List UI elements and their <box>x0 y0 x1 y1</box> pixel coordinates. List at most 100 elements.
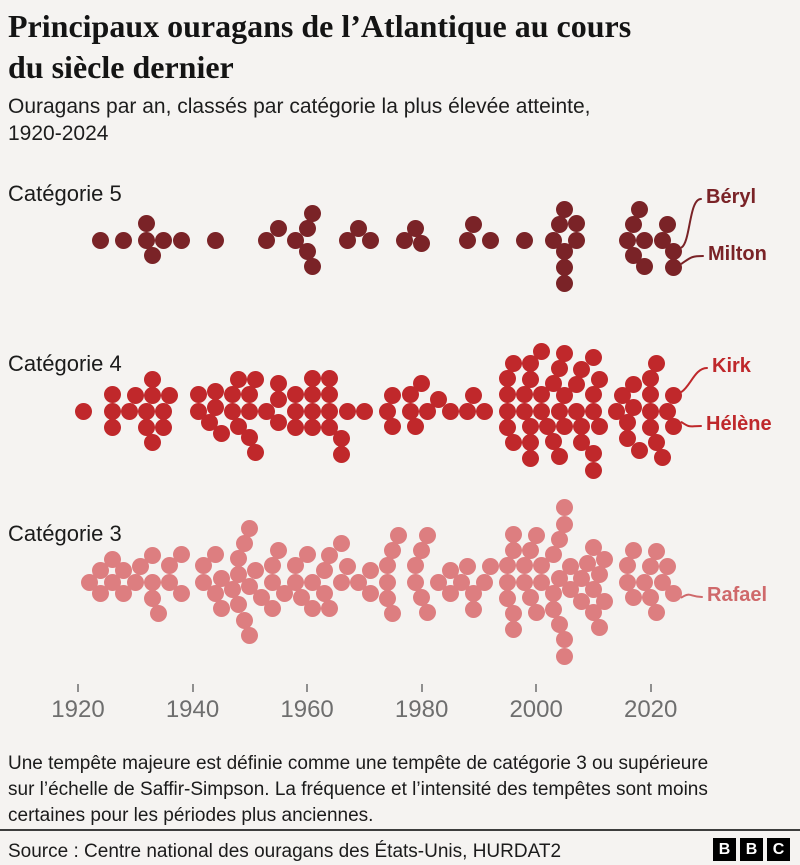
hurricane-dot <box>384 542 402 560</box>
hurricane-dot <box>161 573 179 591</box>
hurricane-dot <box>418 402 436 420</box>
hurricane-dot <box>550 569 568 587</box>
hurricane-dot <box>115 231 133 249</box>
hurricane-dot <box>172 231 190 249</box>
hurricane-dot <box>229 371 247 389</box>
axis-tick <box>306 684 309 692</box>
storm-label-milton: Milton <box>708 243 767 265</box>
hurricane-dot <box>499 573 517 591</box>
hurricane-dot <box>619 231 637 249</box>
hurricane-dot <box>533 573 551 591</box>
hurricane-dot <box>143 573 161 591</box>
hurricane-dot <box>665 259 683 277</box>
axis-tick <box>420 684 423 692</box>
hurricane-dot <box>287 402 305 420</box>
hurricane-dot <box>264 600 282 618</box>
hurricane-dot <box>304 258 322 276</box>
hurricane-dot <box>550 402 568 420</box>
hurricane-dot <box>630 201 648 219</box>
hurricane-dot <box>653 449 671 466</box>
hurricane-dot <box>247 444 265 462</box>
hurricane-dot <box>304 600 322 618</box>
footer-divider <box>0 829 800 831</box>
hurricane-dot <box>241 402 259 420</box>
hurricane-dot <box>562 581 580 599</box>
hurricane-dot <box>533 402 551 420</box>
hurricane-dot <box>567 402 585 420</box>
hurricane-dot <box>264 557 282 575</box>
storm-connector-line <box>680 255 704 265</box>
subtitle-line-2: 1920-2024 <box>8 122 109 145</box>
hurricane-dot <box>149 604 167 622</box>
hurricane-dot <box>155 231 173 249</box>
hurricane-dot <box>338 402 356 420</box>
hurricane-dot <box>321 402 339 420</box>
hurricane-dot <box>521 542 539 560</box>
hurricane-dot <box>556 344 574 362</box>
hurricane-dot <box>155 402 173 420</box>
bbc-logo: B B C <box>713 838 790 861</box>
hurricane-dot <box>143 387 161 405</box>
page-title: Principaux ouragans de l’Atlantique au c… <box>8 6 798 88</box>
hurricane-dot <box>304 418 322 436</box>
hurricane-dot <box>378 557 396 575</box>
hurricane-dot <box>103 386 121 404</box>
hurricane-dot <box>143 371 161 389</box>
hurricane-dot <box>550 216 568 234</box>
hurricane-dot <box>115 562 133 580</box>
hurricane-dot <box>401 386 419 404</box>
hurricane-dot <box>304 386 322 404</box>
hurricane-dot <box>567 215 585 233</box>
hurricane-dot <box>544 545 562 563</box>
hurricane-dot <box>361 584 379 602</box>
hurricane-dot <box>504 604 522 622</box>
storm-label-rafael: Rafael <box>707 584 768 606</box>
hurricane-dot <box>189 386 207 404</box>
hurricane-dot <box>544 601 562 619</box>
hurricane-dot <box>476 402 494 420</box>
hurricane-dot <box>590 371 608 389</box>
axis-tick <box>191 684 194 692</box>
hurricane-dot <box>642 418 660 436</box>
axis-tick-label: 1940 <box>165 696 220 723</box>
hurricane-dot <box>499 418 517 436</box>
hurricane-dot <box>103 418 121 436</box>
hurricane-dot <box>642 386 660 404</box>
hurricane-dot <box>647 354 665 372</box>
hurricane-dot <box>92 562 110 580</box>
hurricane-dot <box>619 573 637 591</box>
hurricane-dot <box>573 360 591 378</box>
hurricane-dot <box>556 647 574 665</box>
hurricane-dot <box>378 589 396 607</box>
hurricane-dot <box>584 604 602 622</box>
hurricane-dot <box>556 387 574 405</box>
category-3-label: Catégorie 3 <box>8 521 122 546</box>
hurricane-dot <box>115 584 133 602</box>
hurricane-dot <box>653 231 671 249</box>
hurricane-dot <box>103 550 121 568</box>
hurricane-dot <box>464 584 482 602</box>
footnote-line-1: Une tempête majeure est définie comme un… <box>8 753 709 774</box>
footnote: Une tempête majeure est définie comme un… <box>8 751 796 829</box>
hurricane-dot <box>206 231 224 249</box>
axis-tick-label: 1980 <box>394 696 449 723</box>
hurricane-dot <box>516 557 534 575</box>
hurricane-dot <box>361 562 379 580</box>
hurricane-dot <box>143 246 161 264</box>
hurricane-dot <box>126 573 144 591</box>
axis-tick-label: 1960 <box>280 696 334 723</box>
hurricane-dot <box>287 386 305 404</box>
axis-tick-label: 1920 <box>51 696 105 723</box>
hurricane-dot <box>350 220 368 238</box>
hurricane-dot <box>407 417 425 435</box>
hurricane-dot <box>504 621 522 639</box>
hurricane-dot <box>653 573 671 591</box>
hurricane-dot <box>481 558 499 576</box>
hurricane-dot <box>241 519 259 537</box>
hurricane-dot <box>269 542 287 560</box>
hurricane-dot <box>527 526 545 544</box>
hurricane-dot <box>247 371 265 389</box>
hurricane-dot <box>647 603 665 621</box>
hurricane-dot <box>321 386 339 404</box>
